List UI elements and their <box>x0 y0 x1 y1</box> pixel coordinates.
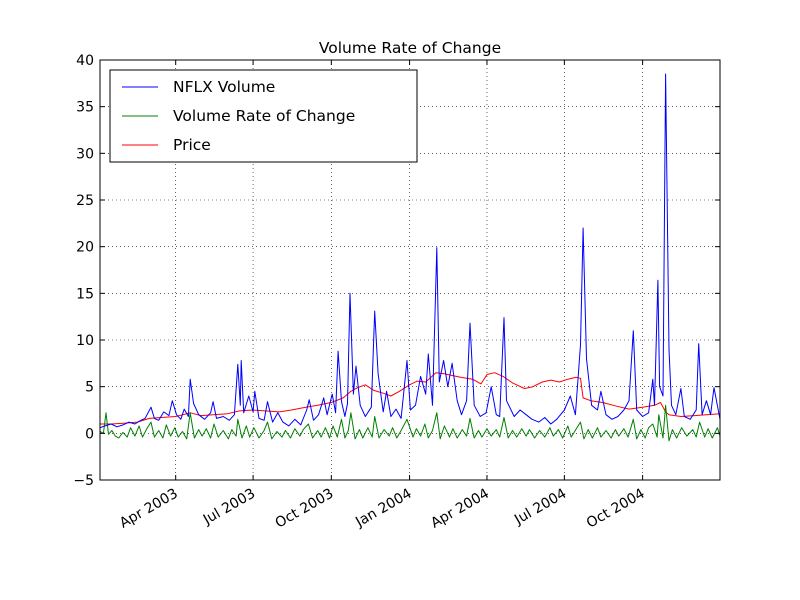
series-line-volume-rate-of-change <box>100 404 720 442</box>
axis-ticks <box>100 59 720 481</box>
legend-box <box>109 69 418 163</box>
legend-label-nflx-volume: NFLX Volume <box>173 78 275 96</box>
y-tick-label: 0 <box>85 426 94 442</box>
legend: NFLX Volume Volume Rate of Change Price <box>109 69 418 163</box>
y-tick-label: 35 <box>76 100 94 116</box>
y-tick-label: 25 <box>76 193 94 209</box>
y-tick-label: −5 <box>73 473 94 489</box>
legend-label-volume-rate-of-change: Volume Rate of Change <box>173 107 355 125</box>
series-line-nflx-volume <box>100 73 720 429</box>
y-tick-label: 10 <box>76 333 94 349</box>
y-tick-label: 40 <box>76 53 94 69</box>
y-tick-label: 5 <box>85 380 94 396</box>
y-tick-label: 20 <box>76 240 94 256</box>
grid-lines <box>100 60 720 480</box>
legend-label-price: Price <box>173 136 211 154</box>
chart-title: Volume Rate of Change <box>319 39 501 57</box>
series-layer <box>100 73 720 442</box>
y-axis-tick-labels: −5 0 5 10 15 20 25 30 35 40 <box>73 53 94 489</box>
y-tick-label: 30 <box>76 146 94 162</box>
series-line-price <box>100 372 720 425</box>
y-tick-label: 15 <box>76 286 94 302</box>
